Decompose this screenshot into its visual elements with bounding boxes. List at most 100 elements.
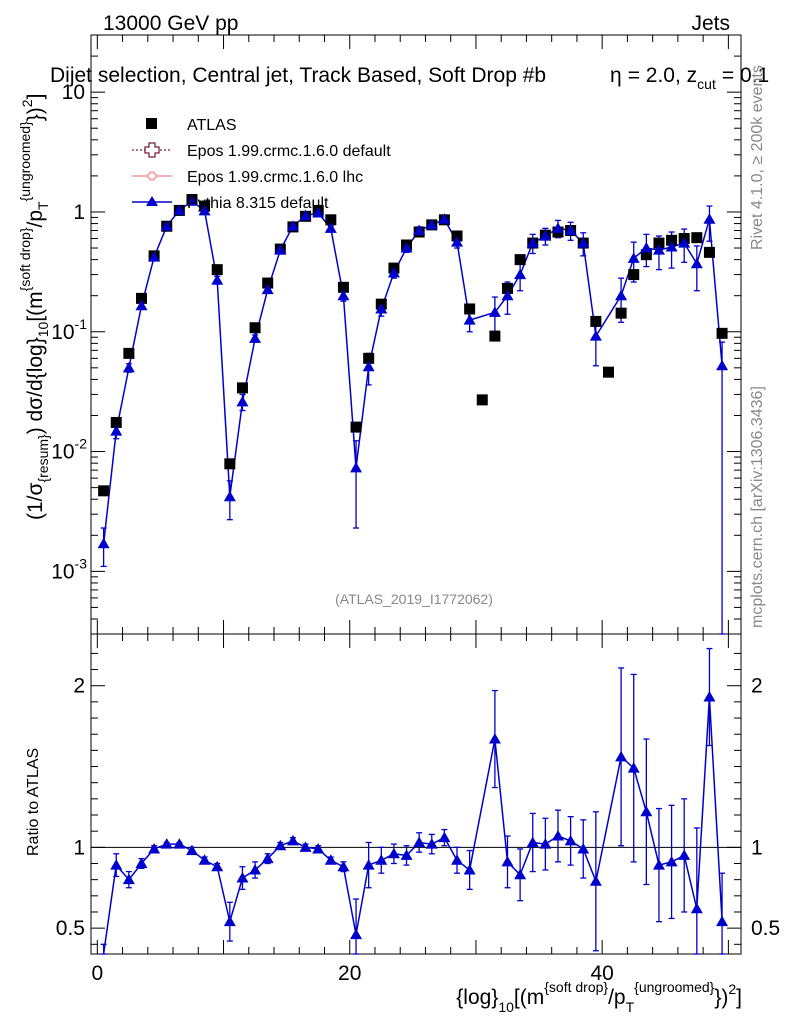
ratio-point [451, 854, 464, 865]
pythia-point [299, 209, 312, 221]
y-tick-label-main: 10 [62, 81, 85, 104]
pythia-point [425, 218, 438, 230]
analysis-id: (ATLAS_2019_I1772062) [335, 591, 493, 607]
pythia-point [261, 283, 274, 295]
ratio-point [627, 762, 640, 773]
title-main: Dijet selection, Central jet, Track Base… [50, 64, 546, 87]
atlas-point [615, 307, 627, 319]
ratio-point [514, 868, 527, 880]
atlas-point [691, 232, 703, 244]
pythia-point [97, 537, 110, 549]
ratio-point [173, 838, 186, 849]
pythia-point [577, 237, 590, 248]
ratio-point [286, 834, 299, 846]
pythia-point [589, 330, 602, 341]
atlas-point [262, 277, 274, 289]
ratio-point [198, 854, 211, 865]
main-data-marks [97, 194, 729, 635]
x-tick-label: 0 [91, 962, 103, 985]
ratio-point [350, 928, 363, 940]
title-beta-value: = 2.0, z [628, 64, 697, 87]
pythia-point [413, 224, 426, 236]
pythia-point [488, 306, 501, 317]
atlas-point [476, 394, 488, 406]
ratio-point [375, 854, 388, 865]
pythia-point [211, 274, 224, 285]
ratio-point [122, 873, 135, 885]
ratio-point [577, 842, 590, 854]
ratio-plot-frame [90, 633, 742, 955]
pythia-point [236, 395, 249, 407]
ratio-point [324, 854, 337, 865]
pythia-point [551, 222, 564, 233]
legend: ATLAS Epos 1.99.crmc.1.6.0 default Epos … [132, 117, 391, 212]
y-tick-label-main: 1 [73, 201, 85, 224]
atlas-point [337, 281, 349, 293]
pythia-point [690, 257, 703, 269]
ratio-point [589, 875, 602, 886]
pythia-point [312, 207, 325, 218]
ratio-point [185, 844, 198, 856]
y-axis-label-main: (1/σ{resum}) dσ/d{log}10[(m{soft drop}/p… [17, 94, 51, 520]
svg-text:(1/σ{resum}) dσ/d{log}10[(m{so: (1/σ{resum}) dσ/d{log}10[(m{soft drop}/p… [17, 94, 51, 520]
atlas-point [666, 234, 678, 246]
atlas-point [350, 421, 362, 433]
pythia-point [173, 204, 186, 215]
y-tick-label-main: 10-1 [51, 316, 87, 344]
pythia-point [387, 266, 400, 278]
pythia-point [615, 289, 628, 301]
atlas-point [123, 347, 135, 359]
atlas-point [211, 264, 223, 276]
legend-epos-lhc-label: Epos 1.99.crmc.1.6.0 lhc [187, 169, 363, 186]
pythia-point [122, 361, 135, 373]
ratio-point [690, 902, 703, 914]
ratio-point [110, 859, 123, 870]
atlas-point [716, 327, 728, 339]
pythia-point [135, 299, 148, 311]
ratio-line [102, 696, 723, 955]
ratio-point [564, 834, 577, 846]
ratio-point [400, 849, 413, 860]
energy-label: 13000 GeV pp [103, 12, 238, 35]
ratio-point [438, 831, 451, 843]
ratio-point [665, 855, 678, 867]
atlas-point [249, 322, 261, 334]
pythia-point [539, 229, 552, 241]
pythia-point [375, 302, 388, 314]
x-tick-label: 40 [590, 962, 613, 985]
ratio-point [652, 859, 665, 870]
legend-pythia-label: Pythia 8.315 default [187, 195, 329, 212]
ratio-point [261, 852, 274, 864]
ratio-point [211, 860, 224, 872]
pythia-point [198, 204, 211, 216]
ratio-point [223, 915, 236, 927]
ratio-point [716, 915, 729, 927]
legend-atlas-marker [146, 118, 157, 129]
ratio-point [501, 855, 514, 867]
ratio-point [160, 838, 173, 849]
ratio-point [274, 839, 287, 851]
pythia-point [324, 222, 337, 233]
plot-title: Dijet selection, Central jet, Track Base… [50, 64, 546, 87]
pythia-point [501, 289, 514, 301]
pythia-point [274, 244, 287, 255]
pythia-point [350, 461, 363, 473]
legend-atlas-label: ATLAS [187, 117, 237, 134]
ratio-point [337, 860, 350, 872]
pythia-point [400, 242, 413, 253]
legend-epos-default-label: Epos 1.99.crmc.1.6.0 default [187, 143, 391, 160]
legend-pythia-marker [146, 196, 158, 206]
ratio-point [236, 872, 249, 883]
legend-epos-lhc-marker [147, 171, 157, 181]
atlas-point [703, 246, 715, 258]
source-label: mcplots.cern.ch [arXiv:1306.3436] [749, 386, 766, 628]
ratio-point [640, 805, 653, 817]
ratio-axis-ticks: 0.5 0.51 12 20 20 40 [56, 634, 780, 985]
rivet-label: Rivet 4.1.0, ≥ 200k events [749, 65, 766, 250]
ratio-point [488, 733, 501, 744]
ratio-point [299, 841, 312, 852]
title-beta: η = 2.0, zcut = 0.1 [610, 64, 769, 92]
category-label: Jets [691, 12, 730, 35]
main-axis-ticks: 10-3 10-2 10-1 1 10 [51, 34, 741, 635]
atlas-point [628, 269, 640, 281]
